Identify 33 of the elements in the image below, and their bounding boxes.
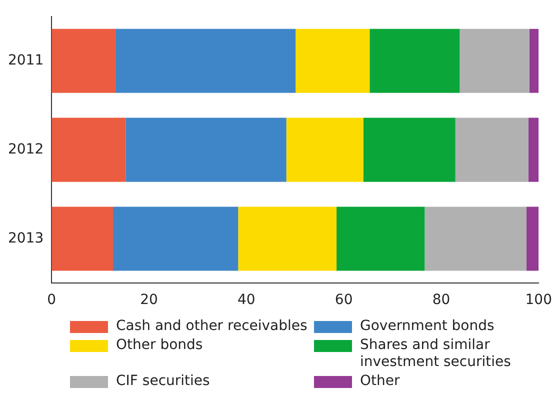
bar (296, 28, 370, 93)
bar (460, 28, 530, 93)
legend-label: Other bonds (116, 337, 203, 354)
x-tick-label: 100 (525, 292, 552, 308)
bar (529, 28, 539, 93)
y-tick-label: 2013 (8, 230, 44, 246)
legend-label: Cash and other receivables (116, 318, 308, 335)
legend-label: Other (360, 373, 400, 390)
bar (424, 206, 526, 271)
bar (528, 118, 539, 182)
x-tick-label: 80 (432, 292, 450, 308)
bar (112, 206, 238, 271)
y-tick-label: 2011 (8, 52, 44, 69)
legend-label: Shares and similar investment securities (360, 337, 512, 371)
bar (286, 118, 364, 182)
bar (126, 118, 286, 182)
x-tick-label: 60 (334, 292, 353, 308)
bar (52, 28, 116, 93)
x-tick-label: 0 (47, 292, 56, 308)
bar (370, 28, 460, 93)
x-tick-label: 40 (238, 292, 256, 308)
bar (52, 118, 126, 182)
bar (52, 206, 113, 271)
legend-label: Government bonds (360, 318, 494, 335)
bar (238, 206, 337, 271)
bar (363, 118, 456, 182)
x-tick-label: 20 (140, 292, 158, 308)
y-tick-label: 2012 (8, 141, 44, 158)
bar (115, 28, 296, 93)
bar (455, 118, 528, 182)
legend-label: CIF securities (116, 373, 210, 390)
bar (336, 206, 425, 271)
bar (526, 206, 539, 271)
